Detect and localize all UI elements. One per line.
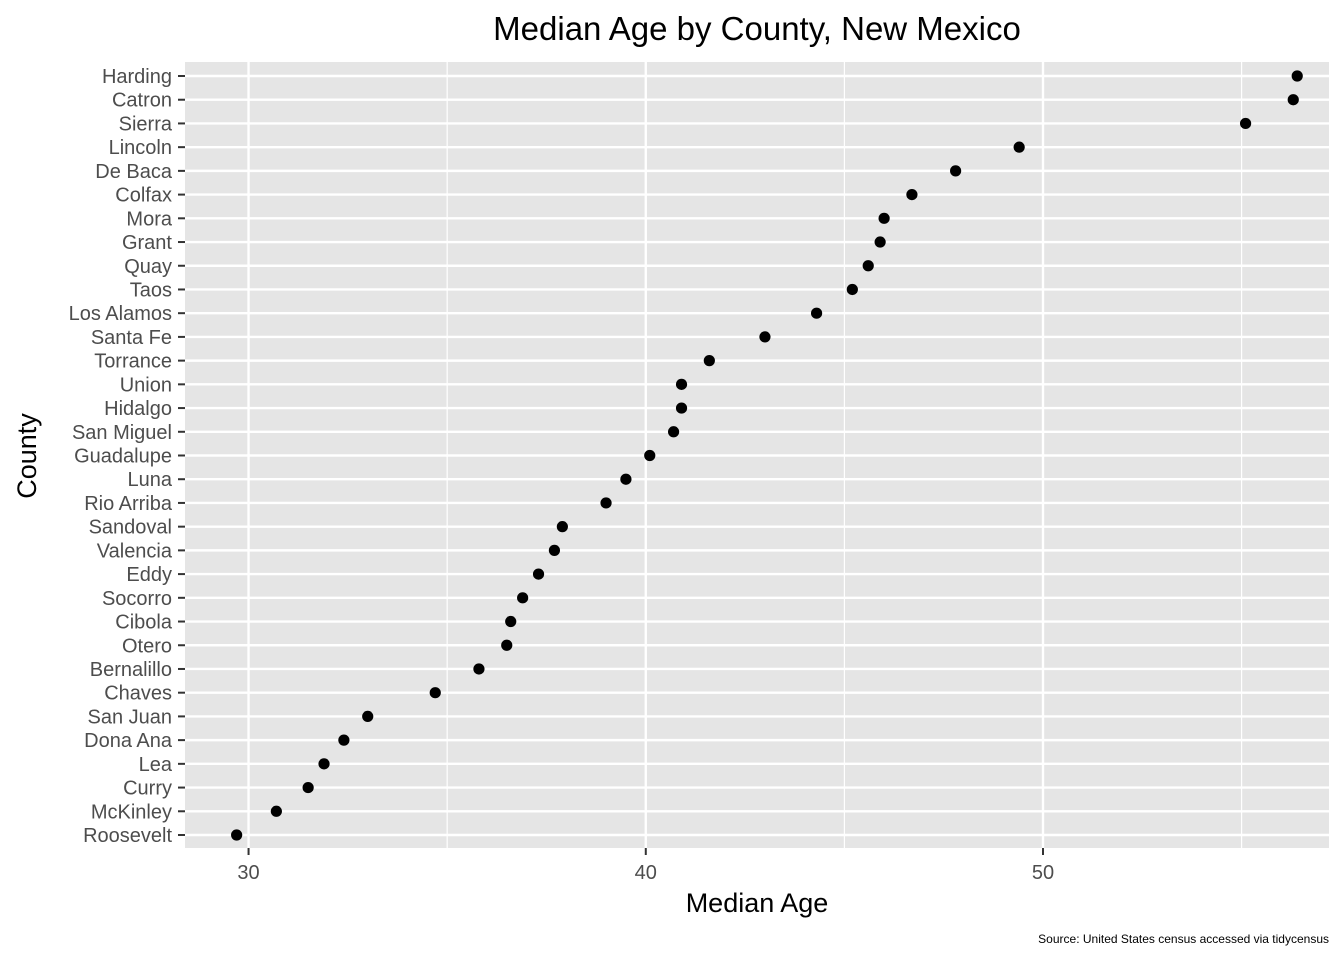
- y-tick-label: Guadalupe: [74, 446, 172, 468]
- data-point: [473, 663, 485, 675]
- y-tick-label: Eddy: [126, 564, 172, 586]
- y-tick-label: Taos: [130, 279, 172, 301]
- data-point: [338, 734, 350, 746]
- y-tick-label: Sierra: [119, 113, 173, 135]
- y-tick-label: Lea: [139, 754, 173, 776]
- y-tick-label: Curry: [123, 778, 172, 800]
- data-point: [703, 355, 715, 367]
- x-tick-label: 50: [1032, 862, 1054, 884]
- y-tick-label: Torrance: [94, 351, 172, 373]
- y-tick-label: Mora: [126, 208, 172, 230]
- data-point: [878, 212, 890, 224]
- data-point: [1291, 70, 1303, 82]
- data-point: [675, 402, 688, 414]
- y-tick-label: Roosevelt: [83, 825, 172, 847]
- y-tick-label: Bernalillo: [90, 659, 172, 681]
- y-tick-label: Rio Arriba: [84, 493, 173, 515]
- y-tick-label: Sandoval: [89, 517, 172, 539]
- source-caption: Source: United States census accessed vi…: [1038, 932, 1329, 946]
- data-point: [862, 260, 874, 272]
- data-point: [318, 758, 330, 770]
- x-axis-title: Median Age: [686, 888, 829, 918]
- y-tick-label: McKinley: [91, 801, 172, 823]
- data-point: [1239, 117, 1252, 130]
- data-point: [644, 449, 656, 462]
- y-tick-label: Valencia: [97, 540, 173, 562]
- data-point: [302, 781, 314, 794]
- y-tick-label: Santa Fe: [91, 327, 172, 349]
- data-point: [362, 710, 374, 723]
- data-point: [906, 188, 918, 201]
- y-tick-label: Grant: [122, 232, 172, 254]
- y-tick-label: Cibola: [115, 612, 173, 634]
- data-point: [548, 544, 561, 556]
- y-tick-label: Dona Ana: [84, 730, 173, 752]
- data-point: [532, 568, 545, 580]
- data-point: [759, 331, 771, 343]
- grid-lines: [185, 62, 1329, 848]
- y-tick-label: Harding: [102, 66, 172, 88]
- y-tick-label: Chaves: [104, 683, 172, 705]
- y-tick-label: Los Alamos: [69, 303, 172, 325]
- data-point: [675, 378, 688, 390]
- data-point: [505, 615, 517, 628]
- y-tick-label: Quay: [124, 256, 172, 278]
- data-point: [501, 639, 513, 651]
- data-point: [517, 592, 529, 604]
- data-point: [231, 829, 243, 841]
- data-point: [874, 236, 886, 248]
- y-axis-title: County: [12, 413, 42, 499]
- y-tick-label: Otero: [122, 635, 172, 657]
- data-point: [429, 687, 441, 699]
- y-tick-label: Hidalgo: [104, 398, 172, 420]
- y-tick-label: Catron: [112, 90, 172, 112]
- y-tick-label: San Miguel: [72, 422, 172, 444]
- data-point: [600, 497, 612, 509]
- y-tick-label: De Baca: [95, 161, 173, 183]
- y-tick-label: Luna: [128, 469, 173, 491]
- data-point: [1287, 94, 1299, 106]
- data-point: [270, 805, 282, 817]
- data-point: [620, 473, 632, 485]
- x-axis: 30 40 50: [237, 848, 1054, 884]
- y-tick-label: Union: [120, 374, 172, 396]
- data-point: [810, 307, 823, 319]
- y-tick-label: San Juan: [87, 706, 172, 728]
- x-tick-label: 30: [237, 862, 259, 884]
- data-points: [231, 70, 1303, 841]
- data-point: [1013, 141, 1025, 153]
- data-point: [950, 165, 962, 177]
- data-point: [556, 521, 568, 533]
- x-tick-label: 40: [635, 862, 657, 884]
- data-point: [667, 426, 680, 438]
- y-tick-label: Lincoln: [109, 137, 172, 159]
- chart-title: Median Age by County, New Mexico: [493, 10, 1021, 47]
- data-point: [846, 283, 858, 296]
- y-tick-label: Colfax: [115, 185, 172, 207]
- y-tick-label: Socorro: [102, 588, 172, 610]
